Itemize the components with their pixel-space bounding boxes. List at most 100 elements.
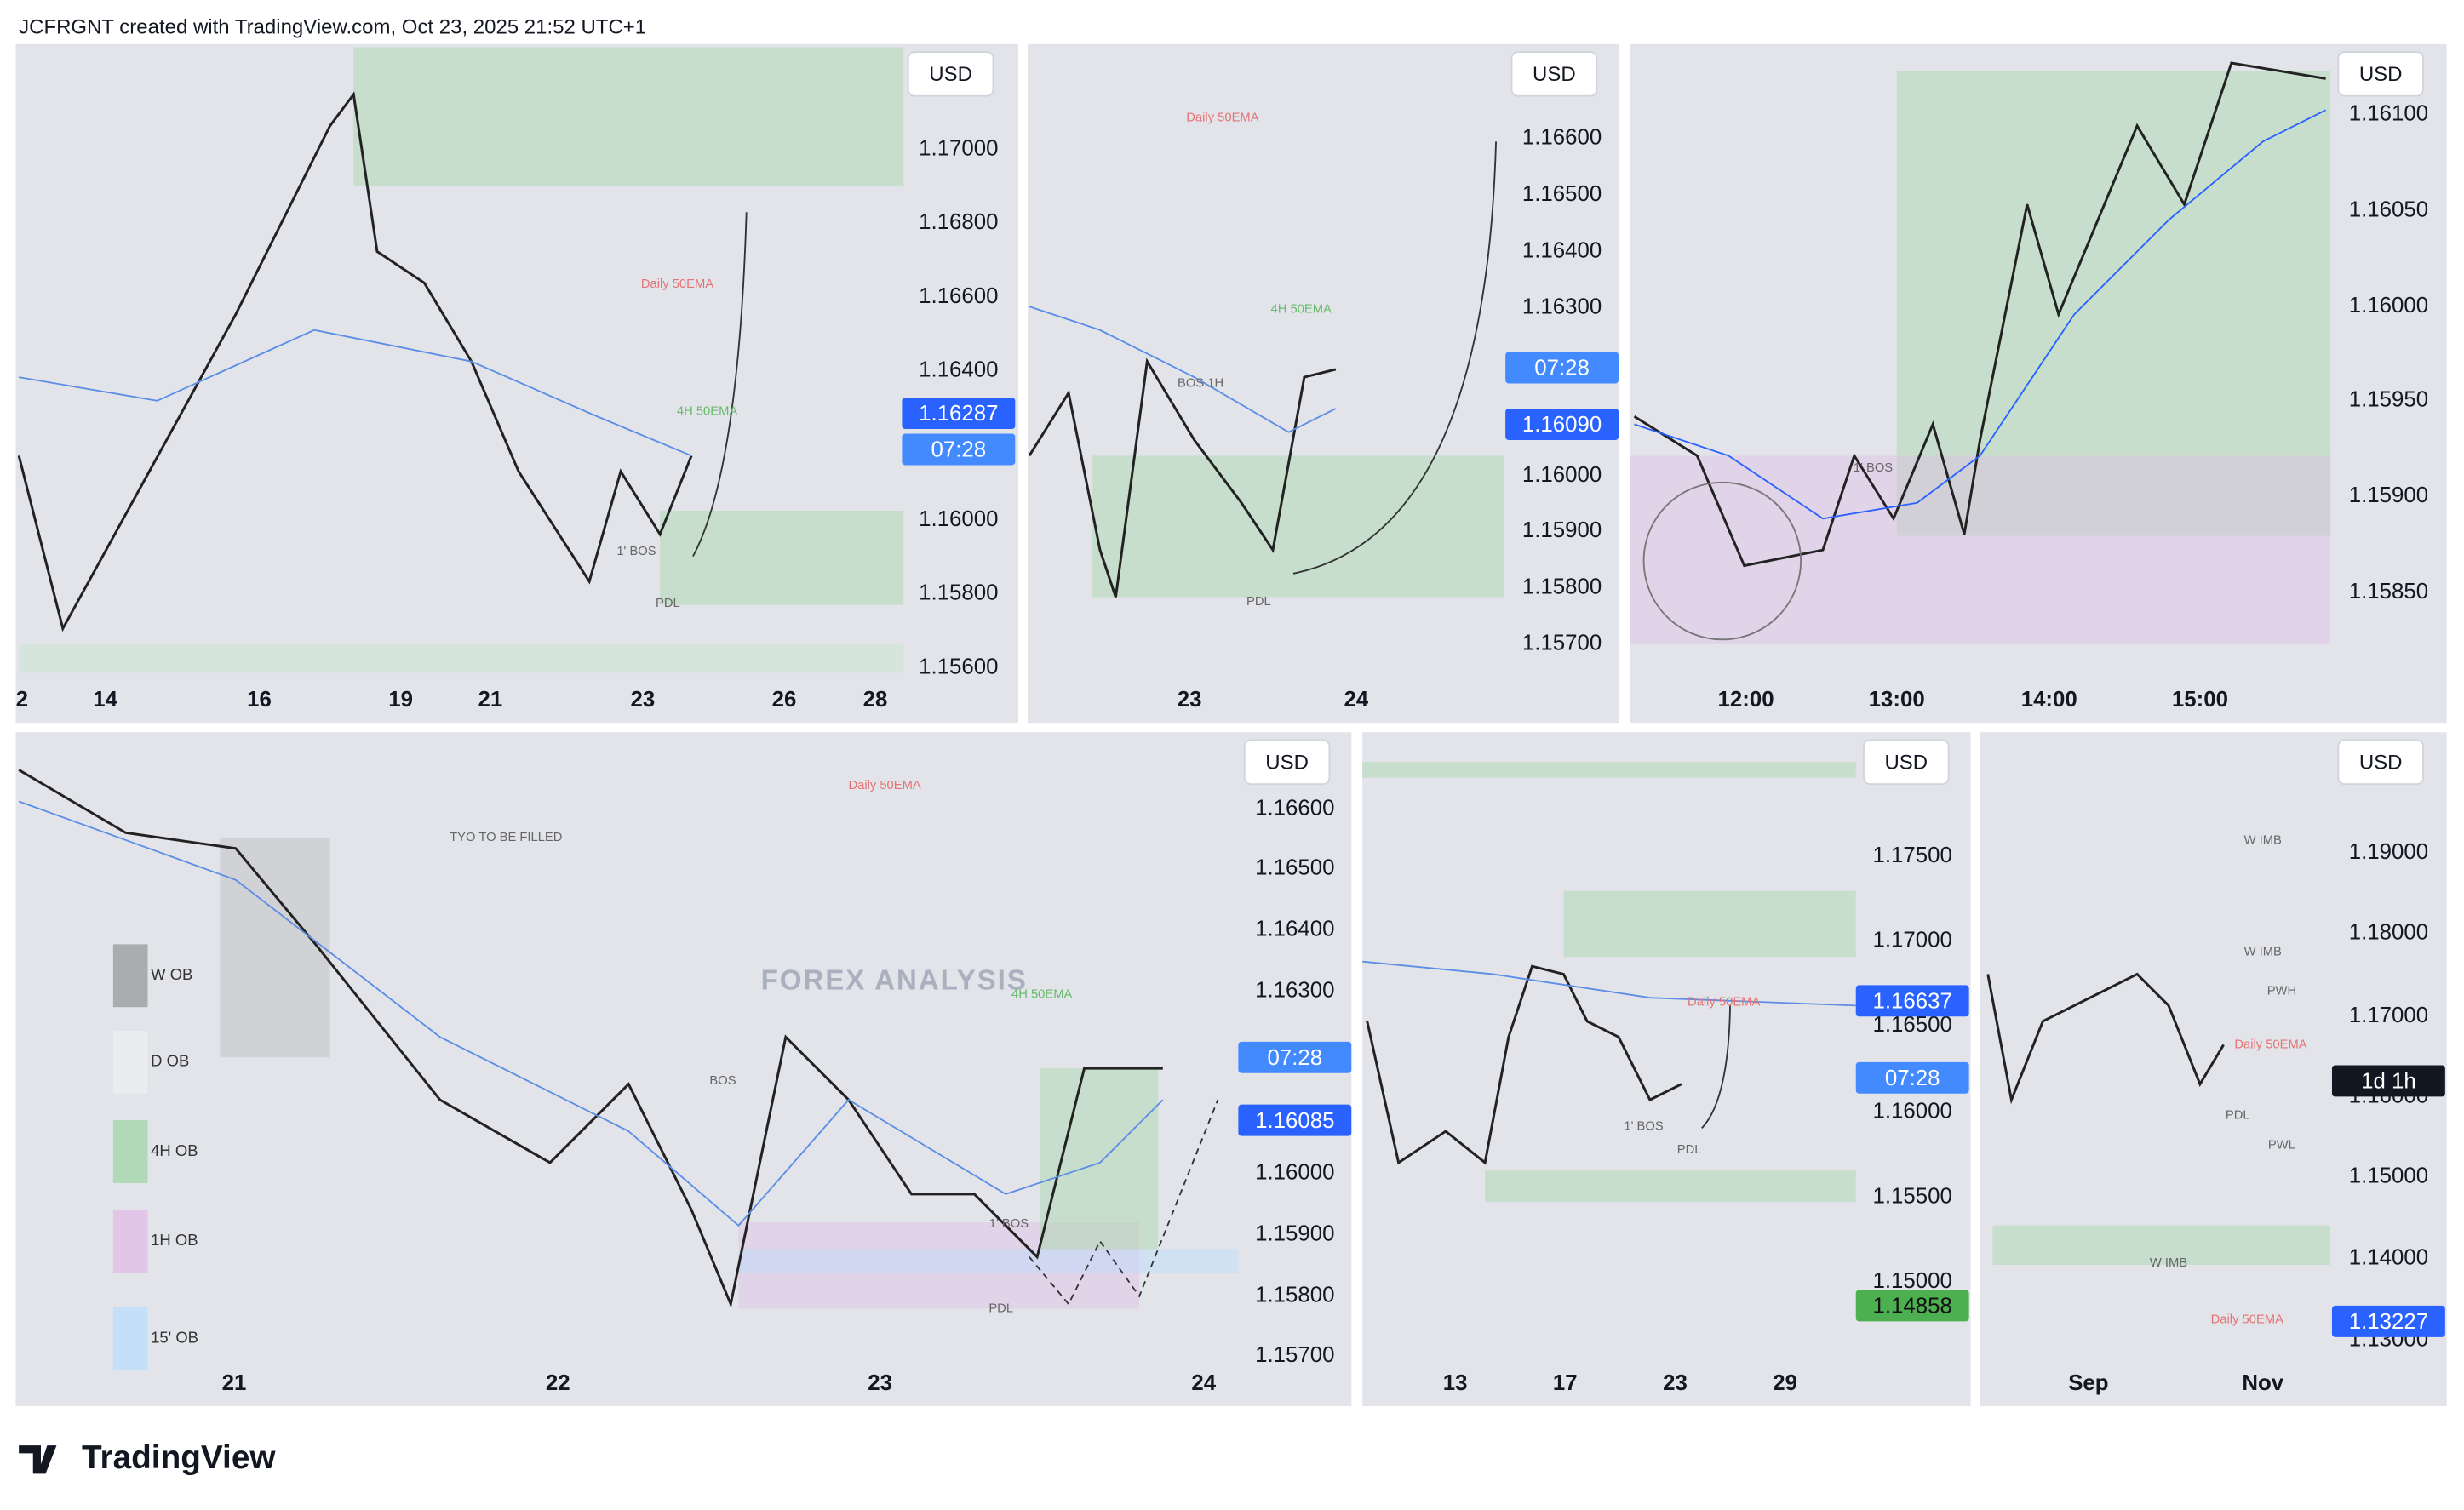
price-badge-label: 1.16090 <box>1522 413 1602 437</box>
time-label: 28 <box>863 688 888 712</box>
price-label: 1.16050 <box>2349 197 2428 221</box>
zone <box>1485 1170 1856 1203</box>
legend-label: 15' OB <box>151 1329 198 1347</box>
time-label: 12:00 <box>1718 688 1774 712</box>
price-badge-label: 07:28 <box>1885 1067 1940 1090</box>
annotation: PDL <box>2226 1108 2250 1122</box>
annotation: Daily 50EMA <box>848 779 920 792</box>
projection-arrow <box>1701 1005 1731 1129</box>
legend-swatch <box>112 944 148 1008</box>
price-badge <box>1855 985 1969 1017</box>
price-line <box>17 91 693 632</box>
time-label: 23 <box>631 688 656 712</box>
annotation: Daily 50EMA <box>2211 1313 2283 1326</box>
price-badge-label: 1.16287 <box>919 402 998 426</box>
price-label: 1.15700 <box>1255 1343 1334 1367</box>
price-badge <box>1238 1041 1352 1073</box>
time-label: 17 <box>1553 1371 1578 1395</box>
price-badge <box>1505 409 1619 440</box>
time-label: 23 <box>1663 1371 1688 1395</box>
price-paths <box>17 61 2326 1309</box>
price-label: 1.15900 <box>1255 1222 1334 1246</box>
price-badge <box>2331 1305 2445 1337</box>
price-label: 1.16000 <box>919 507 998 531</box>
projection-arrow <box>692 212 748 557</box>
time-label: 2 <box>16 688 28 712</box>
time-label: 22 <box>546 1371 570 1395</box>
annotation: 1' BOS <box>989 1217 1029 1231</box>
price-label: 1.16400 <box>1522 238 1602 262</box>
currency-button[interactable] <box>2337 739 2424 786</box>
legend-label: 1H OB <box>151 1231 198 1249</box>
ema-line <box>1634 109 2326 520</box>
annotation: Daily 50EMA <box>2234 1038 2306 1051</box>
footer-logo: TradingView <box>19 1439 276 1476</box>
price-label: 1.14000 <box>2349 1245 2428 1269</box>
annotation: 4H 50EMA <box>677 405 737 419</box>
price-badge-label: 1d 1h <box>2361 1070 2416 1094</box>
price-badge <box>1855 1290 1969 1322</box>
zones <box>19 47 2331 1309</box>
price-label: 1.15800 <box>1522 575 1602 598</box>
watermark: FOREX ANALYSIS <box>761 964 1028 996</box>
currency-label: USD <box>1533 63 1576 86</box>
price-label: 1.15700 <box>1522 632 1602 655</box>
currency-button[interactable] <box>1863 739 1950 786</box>
time-label: 29 <box>1773 1371 1797 1395</box>
ema-line <box>18 329 692 457</box>
price-label: 1.17000 <box>2349 1004 2428 1027</box>
price-badge <box>902 398 1016 430</box>
legend-label: W OB <box>151 965 192 983</box>
annotation: PDL <box>1677 1143 1702 1157</box>
currency-button[interactable] <box>1243 739 1331 786</box>
price-label: 1.15800 <box>1255 1284 1334 1307</box>
time-label: 23 <box>868 1371 892 1395</box>
price-line <box>1633 61 2326 568</box>
zone <box>660 510 904 605</box>
currency-button[interactable] <box>1510 51 1598 97</box>
price-label: 1.16600 <box>1255 797 1334 821</box>
price-label: 1.16000 <box>2349 294 2428 317</box>
ema-line <box>18 800 1164 1227</box>
price-label: 1.18000 <box>2349 920 2428 944</box>
price-label: 1.16000 <box>1872 1100 1951 1124</box>
annotation: 4H 50EMA <box>1011 987 1072 1001</box>
legend-swatch <box>112 1307 148 1370</box>
currency-label: USD <box>2359 63 2403 86</box>
zone <box>1629 455 2331 644</box>
price-badge <box>1855 1061 1969 1094</box>
annotation: TYO TO BE FILLED <box>450 831 562 844</box>
annotation: 1' BOS <box>1624 1119 1663 1133</box>
annotation: 1' BOS <box>1854 461 1893 475</box>
currency-label: USD <box>1265 751 1309 774</box>
annotation: W IMB <box>2150 1256 2187 1270</box>
price-label: 1.16500 <box>1255 856 1334 880</box>
price-badge-label: 1.16637 <box>1872 990 1951 1014</box>
price-label: 1.16500 <box>1522 182 1602 206</box>
price-badge-label: 07:28 <box>931 438 987 462</box>
annotation: PDL <box>988 1302 1013 1316</box>
zone <box>1992 1225 2331 1265</box>
price-badge <box>1505 352 1619 384</box>
currency-button[interactable] <box>2337 51 2424 97</box>
panel <box>1629 43 2447 724</box>
time-label: Nov <box>2242 1371 2283 1395</box>
price-badge <box>1238 1104 1352 1136</box>
price-label: 1.19000 <box>2349 840 2428 864</box>
projection-arrow <box>1292 141 1497 575</box>
annotation: W IMB <box>2244 833 2282 847</box>
price-label: 1.16000 <box>1522 463 1602 487</box>
time-label: 23 <box>1178 688 1202 712</box>
time-label: 21 <box>478 688 502 712</box>
annotation: Daily 50EMA <box>1186 111 1258 124</box>
price-badge-label: 1.13227 <box>2349 1310 2428 1334</box>
currency-button[interactable] <box>907 51 994 97</box>
zone <box>19 643 904 673</box>
price-line <box>1986 972 2225 1105</box>
annotation: W IMB <box>2244 946 2282 959</box>
annotation: 1' BOS <box>616 545 656 558</box>
panel <box>15 43 1018 724</box>
zone <box>220 837 330 1058</box>
